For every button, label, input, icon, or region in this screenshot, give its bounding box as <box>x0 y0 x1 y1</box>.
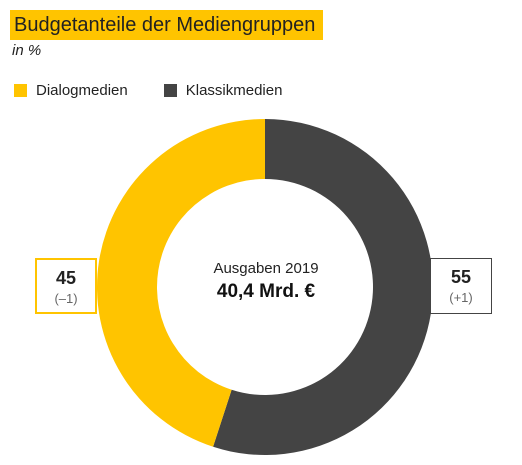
donut-slice-dialogmedien <box>97 119 265 447</box>
donut-center: Ausgaben 2019 40,4 Mrd. € <box>181 260 351 303</box>
legend-label-klassikmedien: Klassikmedien <box>185 82 283 99</box>
change-klassikmedien: (+1) <box>449 290 473 305</box>
legend-item-klassikmedien: Klassikmedien <box>163 82 283 99</box>
center-value: 40,4 Mrd. € <box>216 281 316 302</box>
change-dialogmedien: (–1) <box>54 291 78 306</box>
center-label: Ausgaben 2019 <box>213 260 319 277</box>
legend-swatch-dialogmedien <box>14 84 27 97</box>
donut-slice-klassikmedien <box>213 119 434 455</box>
chart-title: Budgetanteile der Mediengruppen <box>10 10 324 40</box>
legend-label-dialogmedien: Dialogmedien <box>36 82 128 99</box>
value-klassikmedien: 55 <box>450 267 472 287</box>
legend: Dialogmedien Klassikmedien <box>14 82 318 99</box>
legend-item-dialogmedien: Dialogmedien <box>14 82 128 99</box>
legend-swatch-klassikmedien <box>163 84 177 97</box>
value-dialogmedien: 45 <box>55 268 77 288</box>
chart-subtitle: in % <box>12 42 42 59</box>
value-box-dialogmedien: 45 (–1) <box>35 258 97 314</box>
value-box-klassikmedien: 55 (+1) <box>430 258 492 314</box>
